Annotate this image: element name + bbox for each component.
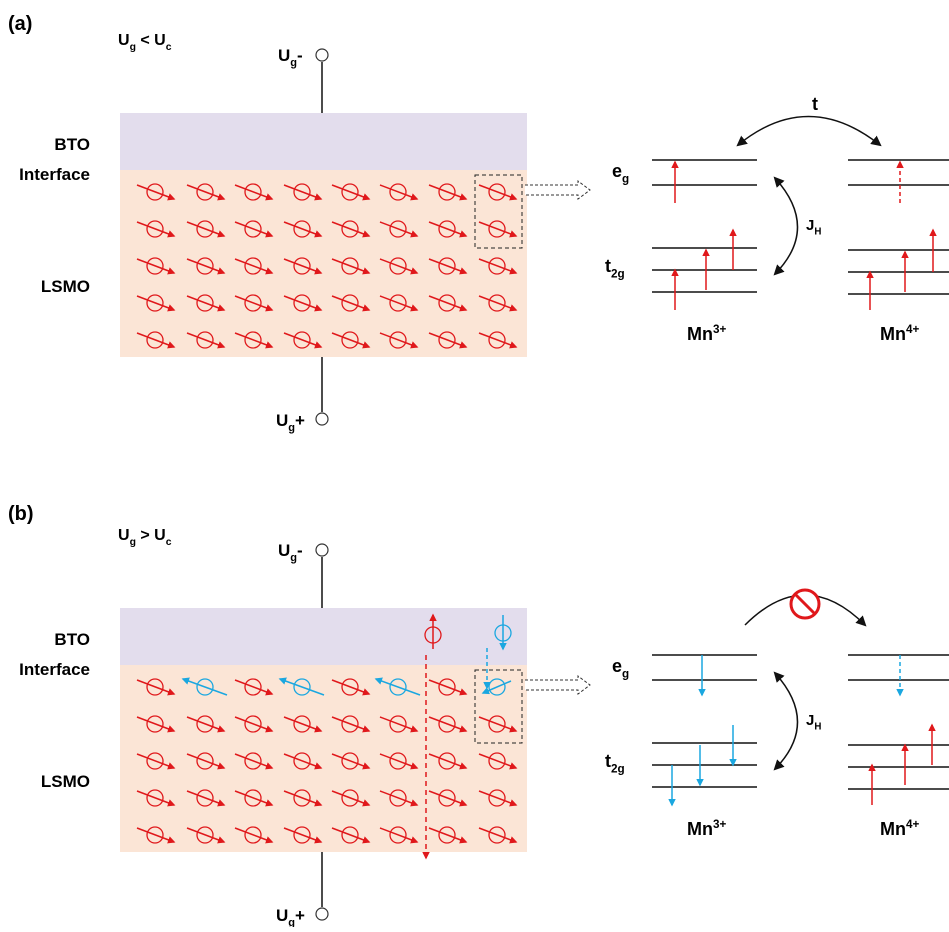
text-part: e: [612, 161, 622, 181]
script-text: c: [166, 42, 172, 53]
label: Ug+: [276, 906, 305, 927]
label: BTO: [54, 135, 90, 154]
text-part: < U: [136, 32, 166, 49]
text-part: e: [612, 656, 622, 676]
hund-arrow: [775, 673, 798, 769]
hund-arrow: [775, 178, 798, 274]
text-part: +: [295, 411, 305, 430]
script-text: 4+: [906, 818, 920, 831]
text-part: Mn: [880, 324, 906, 344]
label: t: [812, 94, 818, 114]
text-part: Mn: [880, 819, 906, 839]
script-text: 2g: [611, 267, 625, 280]
label: Interface: [19, 165, 90, 184]
text-part: +: [295, 906, 305, 925]
label: Mn4+: [880, 323, 920, 344]
label: Mn4+: [880, 818, 920, 839]
script-text: H: [814, 227, 821, 238]
label: BTO: [54, 630, 90, 649]
script-text: c: [166, 537, 172, 548]
label: LSMO: [41, 772, 90, 791]
label: eg: [612, 161, 629, 185]
label: JH: [806, 712, 821, 733]
text-part: U: [276, 906, 288, 925]
zoom-arrow: [525, 181, 590, 199]
diagram: (a)Ug < UcUg-Ug+BTOInterfaceLSMOegt2gJHM…: [0, 0, 949, 927]
hopping-arrow: [738, 117, 880, 146]
text-part: -: [297, 46, 303, 65]
label: eg: [612, 656, 629, 680]
lsmo-layer: [120, 170, 527, 357]
script-text: 3+: [713, 323, 727, 336]
label: (b): [8, 503, 34, 525]
script-text: g: [622, 667, 629, 680]
label: Mn3+: [687, 323, 727, 344]
label: Mn3+: [687, 818, 727, 839]
terminal: [316, 908, 328, 920]
text-part: J: [806, 217, 814, 234]
label: JH: [806, 217, 821, 238]
script-text: 4+: [906, 323, 920, 336]
text-part: U: [278, 541, 290, 560]
label: t2g: [605, 751, 625, 775]
label: Ug > Uc: [118, 527, 172, 548]
zoom-arrow: [525, 676, 590, 694]
text-part: > U: [136, 527, 166, 544]
text-part: J: [806, 712, 814, 729]
label: Ug < Uc: [118, 32, 172, 53]
script-text: H: [814, 722, 821, 733]
text-part: U: [118, 527, 130, 544]
label: Ug+: [276, 411, 305, 434]
text-part: U: [276, 411, 288, 430]
terminal: [316, 49, 328, 61]
label: LSMO: [41, 277, 90, 296]
terminal: [316, 413, 328, 425]
lsmo-layer: [120, 665, 527, 852]
text-part: -: [297, 541, 303, 560]
script-text: 2g: [611, 762, 625, 775]
label: Ug-: [278, 541, 303, 564]
terminal: [316, 544, 328, 556]
text-part: U: [278, 46, 290, 65]
bto-layer: [120, 113, 527, 170]
text-part: U: [118, 32, 130, 49]
text-part: Mn: [687, 819, 713, 839]
script-text: 3+: [713, 818, 727, 831]
label: t2g: [605, 256, 625, 280]
label: Interface: [19, 660, 90, 679]
text-part: Mn: [687, 324, 713, 344]
bto-layer: [120, 608, 527, 665]
script-text: g: [622, 172, 629, 185]
label: (a): [8, 13, 32, 35]
label: Ug-: [278, 46, 303, 69]
